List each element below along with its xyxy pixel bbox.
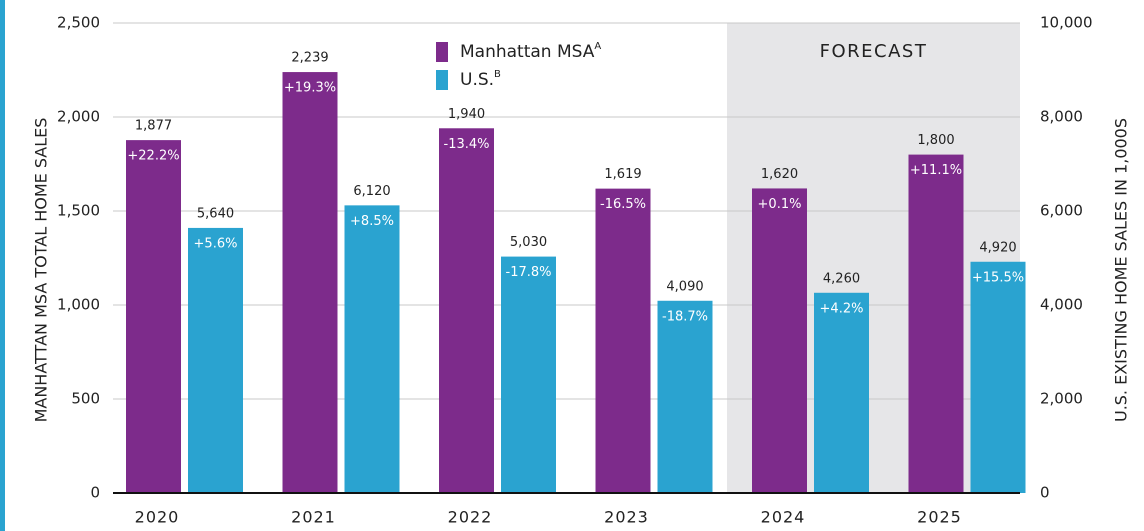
value-label: 2,239	[291, 51, 328, 66]
legend-swatch	[436, 70, 448, 90]
value-label: 6,120	[353, 184, 390, 199]
bar	[970, 261, 1026, 493]
value-label: 5,640	[197, 206, 234, 221]
y2-tick-label: 6,000	[1040, 202, 1083, 220]
change-label: +19.3%	[284, 81, 336, 96]
y-tick-label: 2,000	[57, 108, 100, 126]
bar	[126, 140, 181, 493]
y-tick-label: 1,500	[57, 202, 100, 220]
value-label: 1,877	[135, 119, 172, 134]
value-label: 4,090	[666, 279, 703, 294]
value-label: 1,619	[604, 167, 641, 182]
y2-axis-title: U.S. EXISTING HOME SALES IN 1,000S	[1112, 118, 1131, 422]
y-tick-label: 500	[71, 390, 100, 408]
value-label: 4,260	[823, 271, 860, 286]
legend-name: U.S.	[460, 70, 494, 90]
bar	[657, 300, 713, 493]
value-label: 4,920	[979, 240, 1016, 255]
y-tick-label: 0	[90, 484, 100, 502]
change-label: -18.7%	[662, 309, 708, 324]
change-label: +15.5%	[972, 270, 1024, 285]
x-tick-label: 2022	[448, 508, 493, 527]
bar	[282, 72, 338, 494]
y-tick-label: 1,000	[57, 296, 100, 314]
change-label: +4.2%	[820, 301, 864, 316]
y-axis-title: MANHATTAN MSA TOTAL HOME SALES	[32, 118, 51, 423]
x-tick-label: 2021	[291, 508, 336, 527]
y2-tick-label: 4,000	[1040, 296, 1083, 314]
change-label: +22.2%	[127, 149, 179, 164]
y2-tick-label: 0	[1040, 484, 1050, 502]
change-label: -16.5%	[600, 197, 646, 212]
value-label: 5,030	[510, 235, 547, 250]
legend-swatch	[436, 42, 448, 62]
value-label: 1,620	[761, 167, 798, 182]
legend-sup: B	[494, 69, 501, 80]
change-label: +8.5%	[350, 214, 394, 229]
change-label: -17.8%	[506, 265, 552, 280]
change-label: +0.1%	[758, 197, 802, 212]
legend-label: U.S.B	[460, 69, 501, 90]
value-label: 1,800	[917, 133, 954, 148]
y2-tick-label: 2,000	[1040, 390, 1083, 408]
y-tick-label: 2,500	[57, 14, 100, 32]
bar	[188, 227, 243, 494]
bar	[595, 188, 651, 494]
change-label: -13.4%	[444, 137, 490, 152]
value-label: 1,940	[448, 107, 485, 122]
legend-name: Manhattan MSA	[460, 42, 595, 62]
x-tick-label: 2023	[604, 508, 649, 527]
bar	[439, 128, 494, 493]
y2-tick-label: 8,000	[1040, 108, 1083, 126]
change-label: +5.6%	[194, 236, 238, 251]
bar	[344, 205, 400, 494]
legend-label: Manhattan MSAA	[460, 41, 601, 62]
x-tick-label: 2020	[135, 508, 180, 527]
legend-sup: A	[594, 41, 601, 52]
bar	[908, 154, 964, 493]
x-tick-label: 2024	[761, 508, 806, 527]
change-label: +11.1%	[910, 163, 962, 178]
forecast-label: FORECAST	[820, 41, 928, 62]
bar	[814, 292, 869, 493]
y2-tick-label: 10,000	[1040, 14, 1093, 32]
edge-strip	[0, 0, 5, 531]
x-tick-label: 2025	[917, 508, 962, 527]
bar	[752, 188, 807, 493]
bar	[501, 256, 556, 493]
